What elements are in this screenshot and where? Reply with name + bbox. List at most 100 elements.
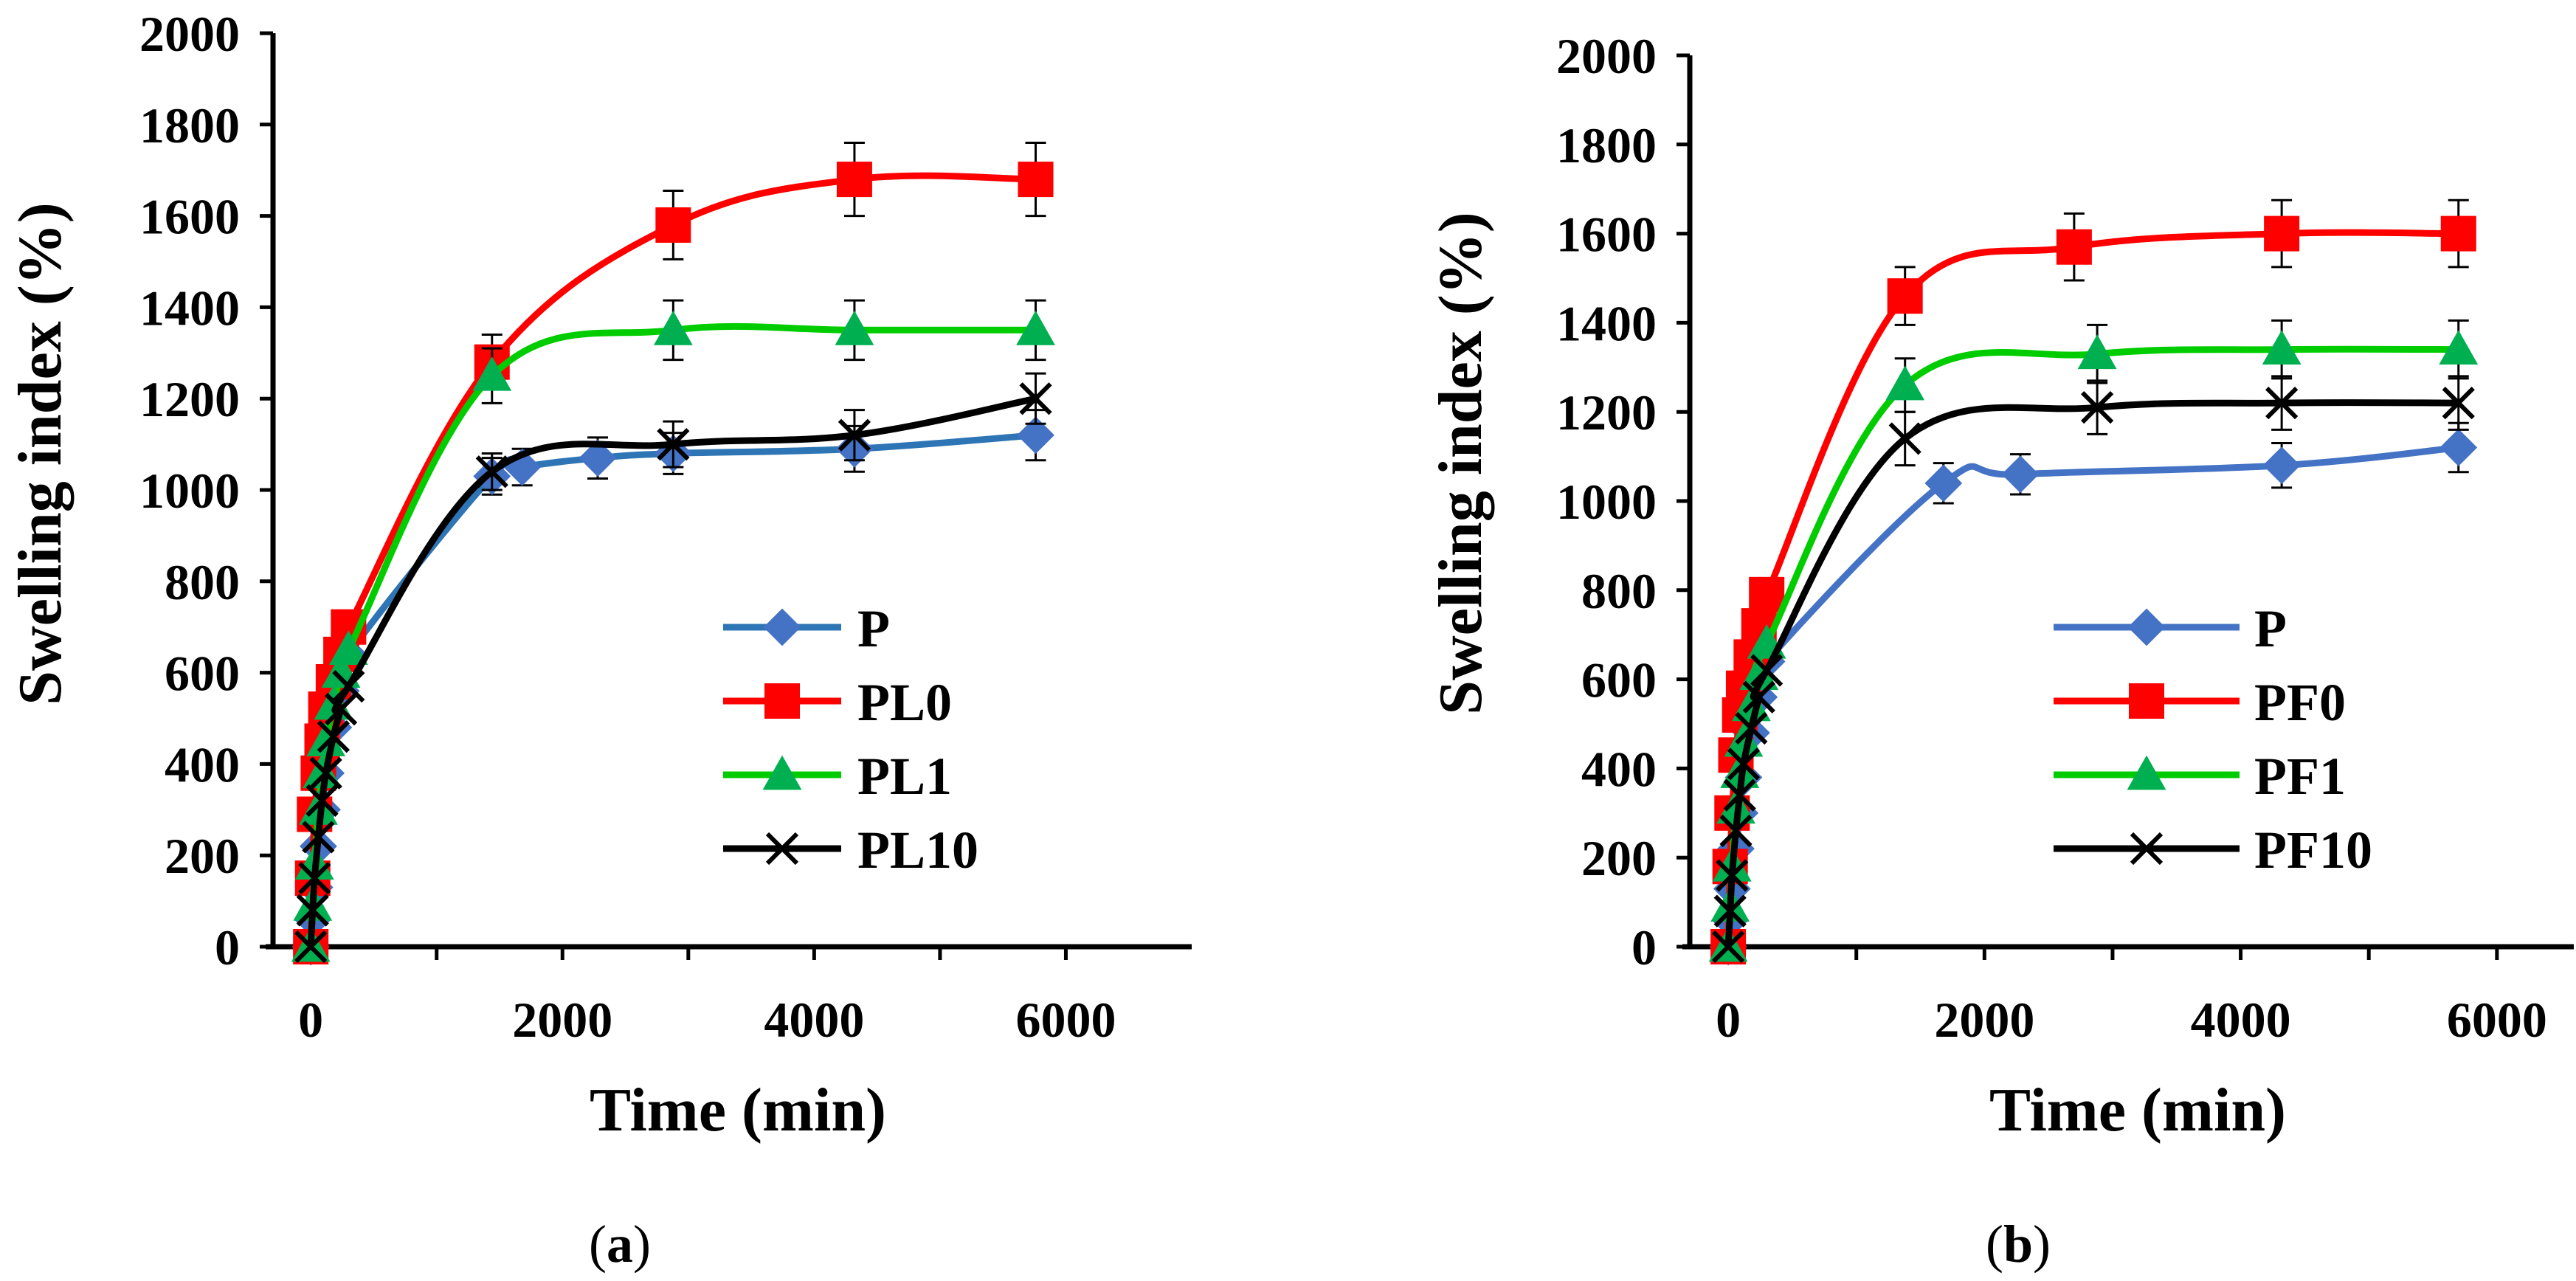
data-point-x [1723,778,1756,812]
data-point-triangle [472,356,512,391]
data-point-triangle [2077,334,2117,370]
data-point-triangle [2127,755,2166,790]
x-tick-label: 6000 [2447,992,2547,1048]
y-tick-label: 1800 [139,97,240,153]
y-tick-labels-a: 0 200 400 600 800 1000 1200 1400 1600 18… [139,6,240,976]
data-point-x [1727,747,1761,781]
y-tick-label: 0 [1631,919,1657,976]
chart-panel-b: Swelling index (%) Time (min) (b) 0 200 … [1426,28,2574,1274]
x-tick-labels-a: 0 2000 4000 6000 [298,992,1116,1048]
y-tick-label: 1600 [139,189,240,245]
data-point-triangle [328,630,368,666]
data-point-square [1887,278,1923,314]
data-point-triangle [2439,330,2479,365]
x-tick-label: 2000 [512,992,612,1048]
data-point-diamond [1924,464,1963,503]
y-tick-label: 2000 [1556,28,1657,84]
data-point-x [657,427,690,461]
data-point-triangle [653,310,693,345]
data-point-diamond [2262,446,2301,485]
data-point-triangle [1016,310,1055,345]
y-tick-label: 400 [165,736,240,793]
data-point-square [655,207,691,243]
legend-label: PL0 [857,673,952,732]
data-point-square [836,162,872,198]
axes-b [1677,53,2574,960]
legend-label: P [857,599,890,658]
data-point-diamond [763,608,801,646]
legend-a: P PL0 PL1 PL10 [723,599,978,880]
data-point-triangle [1739,655,1779,690]
y-tick-label: 200 [1581,830,1657,886]
data-point-x [475,455,508,488]
series-group-a [291,142,1055,966]
data-point-x [1742,680,1775,714]
data-point-x [1711,930,1745,964]
x-tick-label: 2000 [1934,992,2034,1048]
axes-a [260,31,1192,960]
legend-label: PL10 [857,821,978,880]
data-point-square [2440,215,2476,252]
x-tick-label: 0 [1716,992,1741,1048]
data-point-square [2129,683,2164,719]
y-tick-label: 600 [1581,652,1657,708]
data-point-x [317,720,350,753]
panel-label-a: (a) [589,1215,651,1274]
data-point-diamond [579,439,617,477]
y-tick-label: 800 [1581,563,1657,619]
legend-label: PF1 [2254,747,2346,806]
data-point-diamond [2439,429,2478,466]
legend-label: P [2254,599,2287,658]
data-point-square [2056,229,2092,265]
x-tick-labels-b: 0 2000 4000 6000 [1716,992,2547,1048]
data-point-diamond [2127,608,2166,646]
data-point-x [2442,386,2475,420]
y-tick-label: 1000 [1556,474,1657,530]
y-tick-label: 1400 [1556,295,1657,351]
x-axis-title-b: Time (min) [1989,1076,2286,1144]
legend-label: PF10 [2254,821,2372,880]
y-tick-label: 1800 [1556,117,1657,173]
panel-label-b: (b) [1986,1215,2051,1274]
series-line [1724,399,2462,950]
data-point-x [296,894,329,927]
series-group-b [1708,198,2479,966]
data-point-x [305,784,339,818]
data-point-x [1019,382,1052,415]
y-tick-label: 0 [215,919,240,976]
data-point-x [1888,422,1921,455]
y-tick-label: 200 [165,828,240,884]
y-axis-title-a: Swelling index (%) [6,202,75,705]
y-tick-label: 1200 [1556,384,1657,441]
y-tick-label: 1200 [139,371,240,427]
data-point-x [1719,814,1753,848]
y-tick-labels-b: 0 200 400 600 800 1000 1200 1400 1600 18… [1556,28,1657,976]
data-point-triangle [762,755,802,790]
data-point-x [1735,711,1768,745]
data-point-triangle [835,310,874,345]
x-tick-label: 4000 [2191,992,2291,1048]
panel-letter-a: a [607,1215,633,1274]
data-point-square [764,683,800,719]
data-point-square [1749,576,1785,612]
y-tick-label: 2000 [139,6,240,62]
data-point-x [2265,386,2299,420]
legend-b: P PF0 PF1 PF10 [2054,599,2372,880]
data-point-x [332,670,365,703]
data-point-triangle [1724,722,1764,757]
data-point-triangle [2262,330,2302,365]
x-tick-label: 0 [298,992,323,1048]
data-point-x [765,832,799,866]
y-tick-label: 1600 [1556,207,1657,263]
data-point-x [309,756,342,790]
data-point-x [838,418,871,452]
data-point-triangle [1885,365,1925,401]
data-point-triangle [306,722,346,756]
legend-label: PF0 [2254,673,2346,732]
y-tick-label: 400 [1581,741,1657,797]
legend-label: PL1 [857,747,952,806]
y-tick-label: 600 [165,646,240,702]
y-tick-label: 800 [165,554,240,610]
y-tick-label: 1000 [139,463,240,519]
y-tick-label: 1400 [139,280,240,336]
